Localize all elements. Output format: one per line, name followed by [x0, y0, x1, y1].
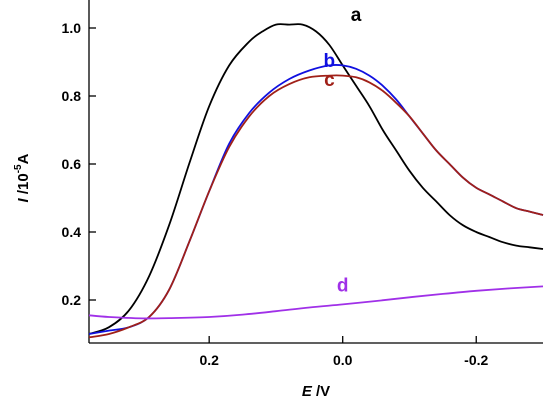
- series-line-a: [88, 23, 544, 335]
- x-axis-title: E /V: [302, 383, 330, 400]
- y-tick-label: 1.0: [62, 20, 82, 36]
- series-line-d: [88, 285, 544, 320]
- series-label-c: c: [324, 70, 335, 91]
- plot-area: [88, 0, 543, 344]
- series-label-a: a: [351, 5, 362, 26]
- x-ticks: 0.2 0.0 -0.2: [199, 336, 489, 368]
- y-axis-title: I /10-5A: [13, 153, 32, 202]
- y-tick-label: 0.4: [62, 224, 82, 240]
- series-label-b: b: [324, 51, 336, 72]
- series-line-c: [88, 74, 544, 339]
- x-tick-label: -0.2: [464, 352, 488, 368]
- series-line-b: [88, 63, 544, 335]
- series-labels: a bc d: [324, 5, 362, 296]
- y-tick-label: 0.6: [62, 156, 82, 172]
- y-tick-label: 0.2: [62, 292, 82, 308]
- x-tick-label: 0.2: [199, 352, 219, 368]
- series-label-d: d: [337, 276, 349, 297]
- y-tick-label: 0.8: [62, 88, 82, 104]
- y-ticks: 0.2 0.4 0.6 0.8 1.0: [62, 20, 96, 308]
- series-lines: [88, 23, 544, 339]
- x-tick-label: 0.0: [333, 352, 353, 368]
